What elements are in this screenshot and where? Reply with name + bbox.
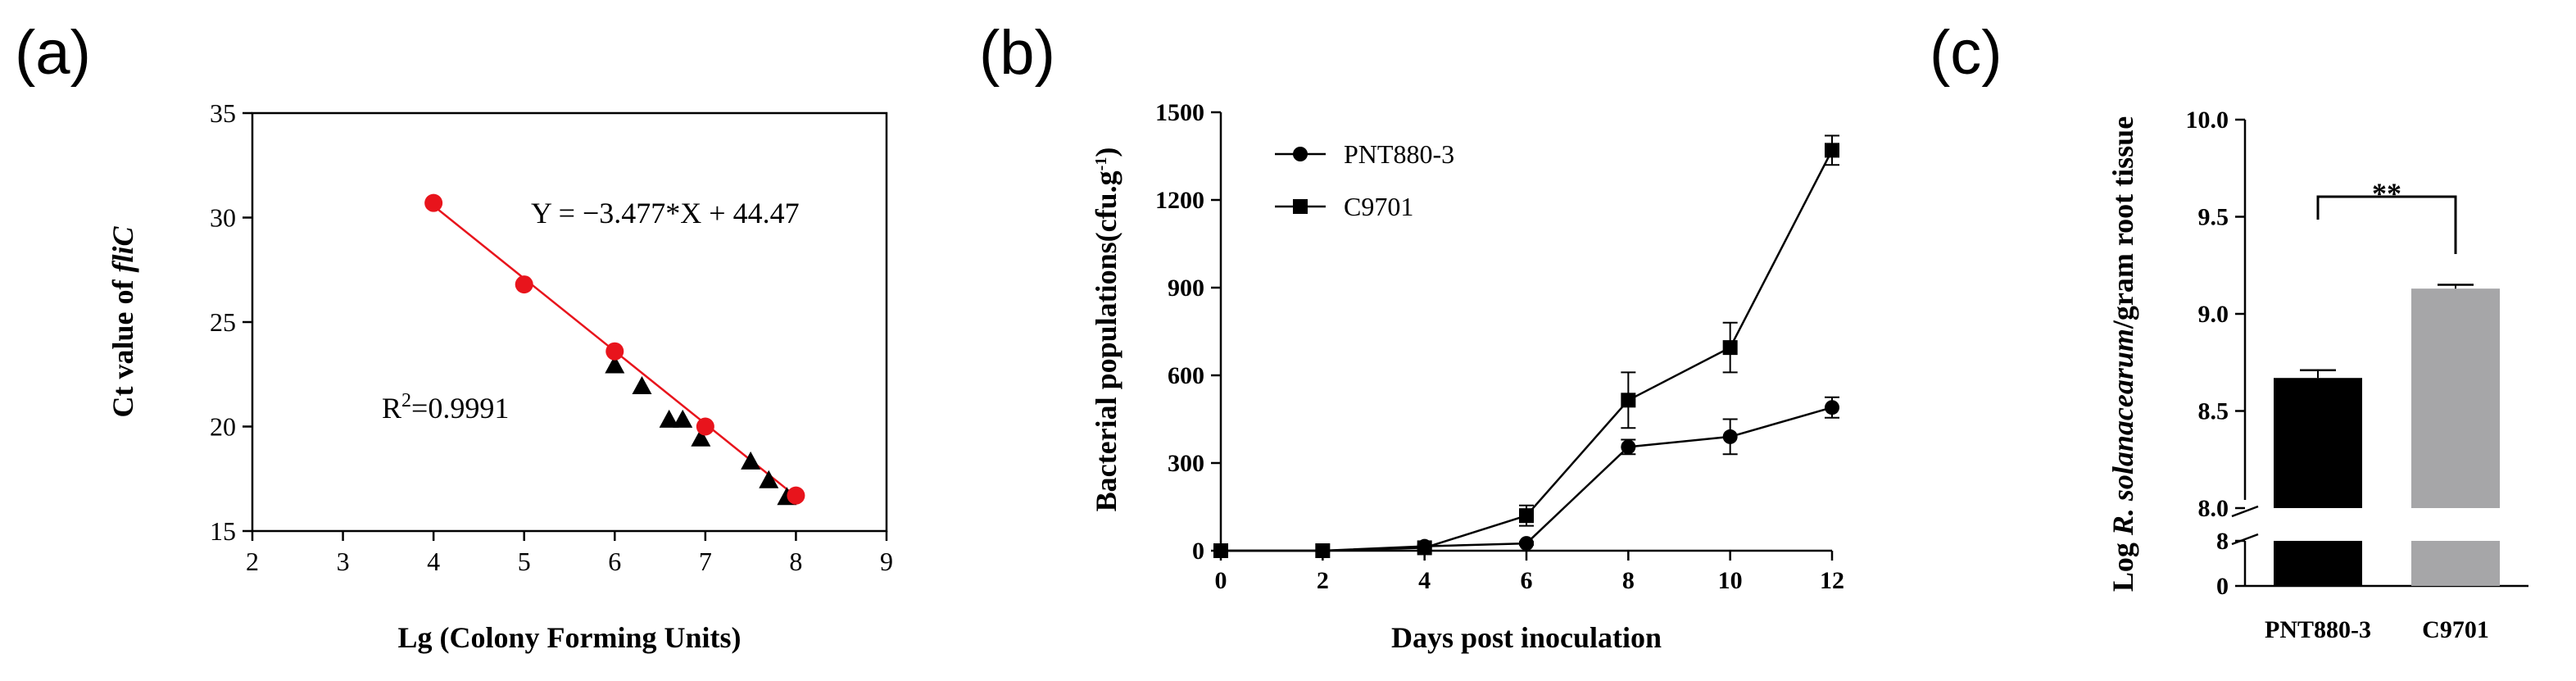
y-tick-label: 600 xyxy=(1168,362,1204,389)
triangle-point xyxy=(632,376,652,395)
plot-frame-a xyxy=(251,111,888,533)
series-line-c9701 xyxy=(1221,149,1834,552)
legend-marker-circle xyxy=(1293,147,1308,161)
y-tick-label: 8.0 xyxy=(2198,495,2229,522)
triangle-point xyxy=(605,355,625,374)
point-pnt880-3 xyxy=(1519,536,1534,552)
y-tick-label: 20 xyxy=(210,412,236,442)
bar-upper-pnt880-3 xyxy=(2274,378,2362,508)
y-tick-label: 30 xyxy=(210,203,236,233)
x-tick-label: 4 xyxy=(427,547,440,576)
x-tick-label: 2 xyxy=(1317,567,1329,594)
data-points-a xyxy=(424,193,805,506)
y-tick-label: 25 xyxy=(210,307,236,337)
y-tick-label: 1200 xyxy=(1155,187,1204,214)
y-tick-label: 10.0 xyxy=(2186,107,2229,134)
point-c9701 xyxy=(1519,508,1534,524)
axis-break-mark-upper xyxy=(2231,505,2259,518)
point-c9701 xyxy=(1825,143,1839,158)
bar-lower-c9701 xyxy=(2411,541,2500,586)
x-tick-label: 12 xyxy=(1820,567,1844,594)
bar-lower-pnt880-3 xyxy=(2274,541,2362,586)
circle-point xyxy=(424,193,443,212)
y-tick-label: 9.5 xyxy=(2198,204,2229,231)
triangle-point xyxy=(741,451,761,470)
point-pnt880-3 xyxy=(1621,439,1636,455)
series-line-pnt880-3 xyxy=(1221,406,1833,552)
y-tick-label: 8.5 xyxy=(2198,398,2229,425)
point-c9701 xyxy=(1722,340,1738,356)
r-squared: R2=0.9991 xyxy=(382,390,509,424)
regression-equation: Y = −3.477*X + 44.47 xyxy=(531,197,800,229)
triangle-point xyxy=(759,470,779,488)
y-tick-label: 8 xyxy=(2216,528,2229,555)
y-tick-label: 15 xyxy=(210,516,236,546)
x-tick-label: 6 xyxy=(1521,567,1533,594)
y-tick-label: 900 xyxy=(1168,275,1204,302)
category-label-pnt880-3: PNT880-3 xyxy=(2265,616,2371,643)
x-tick-label: 9 xyxy=(880,547,893,576)
x-tick-label: 6 xyxy=(608,547,621,576)
legend-label-pnt880-3: PNT880-3 xyxy=(1344,139,1454,169)
panel-label-c: (c) xyxy=(1930,18,2002,88)
point-pnt880-3 xyxy=(1825,400,1839,415)
x-tick-label: 4 xyxy=(1418,567,1431,594)
axis-break-mark-lower xyxy=(2231,533,2259,546)
point-c9701 xyxy=(1417,540,1432,556)
significance-stars: ** xyxy=(2372,177,2401,210)
y-axis-ticks-c: 8.0 8.5 9.0 9.5 10.0 0 8 xyxy=(2186,107,2245,600)
panel-label-b: (b) xyxy=(979,18,1055,88)
x-tick-label: 8 xyxy=(1622,567,1635,594)
circle-point xyxy=(787,486,805,505)
triangle-point xyxy=(691,428,711,447)
triangle-point xyxy=(673,409,693,428)
x-tick-label: 10 xyxy=(1718,567,1743,594)
series-group-b xyxy=(1213,134,1839,558)
y-tick-label: 9.0 xyxy=(2198,301,2229,328)
x-tick-label: 7 xyxy=(699,547,712,576)
y-axis-title-b: Bacterial populations(cfu.g-1) xyxy=(1090,148,1122,512)
y-axis-title-a: Ct value of fliC xyxy=(107,226,139,418)
point-pnt880-3 xyxy=(1722,429,1738,444)
legend-label-c9701: C9701 xyxy=(1344,192,1413,221)
x-axis-ticks-a: 2 3 4 5 6 7 8 9 xyxy=(246,531,893,576)
bar-upper-c9701 xyxy=(2411,288,2500,508)
significance-bracket xyxy=(2316,195,2457,254)
legend-b: PNT880-3 C9701 xyxy=(1275,139,1454,221)
x-axis-ticks-b: 0 2 4 6 8 10 12 xyxy=(1215,551,1844,594)
point-c9701 xyxy=(1315,543,1331,558)
y-tick-label: 0 xyxy=(2216,573,2229,600)
point-c9701 xyxy=(1621,393,1636,408)
y-tick-label: 0 xyxy=(1192,538,1204,565)
x-axis-title-a: Lg (Colony Forming Units) xyxy=(397,621,741,654)
triangle-point xyxy=(659,409,679,428)
y-tick-label: 35 xyxy=(210,98,236,128)
circle-point xyxy=(605,342,624,361)
circle-point xyxy=(696,417,714,436)
point-c9701 xyxy=(1213,543,1228,558)
circle-point xyxy=(515,275,533,294)
x-tick-label: 2 xyxy=(246,547,259,576)
panel-label-a: (a) xyxy=(15,18,91,88)
y-tick-label: 1500 xyxy=(1155,99,1204,126)
x-axis-title-b: Days post inoculation xyxy=(1391,621,1662,654)
bars-c xyxy=(2274,284,2500,586)
y-tick-label: 300 xyxy=(1168,450,1204,477)
x-tick-label: 5 xyxy=(518,547,531,576)
x-tick-label: 3 xyxy=(337,547,350,576)
y-axis-ticks-a: 15 20 25 30 35 xyxy=(210,98,252,546)
category-label-c9701: C9701 xyxy=(2422,616,2489,643)
x-tick-label: 0 xyxy=(1215,567,1227,594)
y-axis-title-c: Log R. solanacearum/gram root tissue xyxy=(2107,116,2139,592)
legend-marker-square xyxy=(1293,199,1308,214)
panel-b: (b) 0 2 4 6 8 10 12 0 300 600 900 1200 1500 PNT880-… xyxy=(979,18,1844,654)
panel-c: (c) 8.0 8.5 9.0 9.5 10.0 0 8 ** PNT880-3 C9701… xyxy=(1930,18,2528,643)
y-axis-ticks-b: 0 300 600 900 1200 1500 xyxy=(1155,99,1221,565)
panel-a: (a) 2 3 4 5 6 7 8 9 15 20 25 30 35 Y = −3.477*X + 4… xyxy=(15,18,893,654)
x-tick-label: 8 xyxy=(789,547,802,576)
